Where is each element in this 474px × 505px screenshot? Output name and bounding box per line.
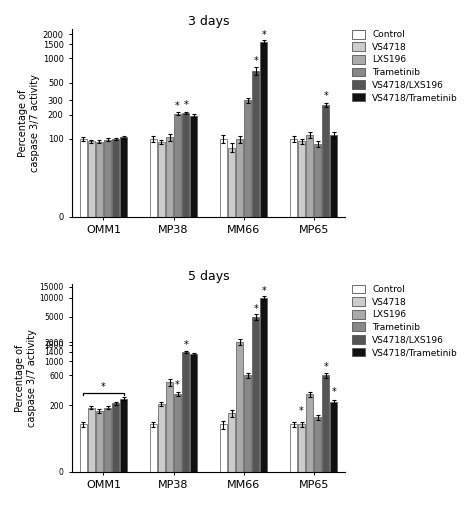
Bar — [158, 142, 165, 217]
Bar — [166, 137, 173, 217]
Bar — [158, 404, 165, 472]
Bar — [290, 139, 297, 217]
Bar — [298, 425, 305, 472]
Legend: Control, VS4718, LXS196, Trametinib, VS4718/LXS196, VS4718/Trametinib: Control, VS4718, LXS196, Trametinib, VS4… — [353, 30, 458, 102]
Bar — [252, 317, 259, 472]
Bar — [104, 408, 111, 472]
Bar — [166, 382, 173, 472]
Bar — [314, 417, 321, 472]
Legend: Control, VS4718, LXS196, Trametinib, VS4718/LXS196, VS4718/Trametinib: Control, VS4718, LXS196, Trametinib, VS4… — [353, 285, 458, 357]
Bar — [244, 100, 251, 217]
Text: *: * — [183, 99, 188, 110]
Bar — [182, 113, 189, 217]
Y-axis label: Percentage of
caspase 3/7 activity: Percentage of caspase 3/7 activity — [15, 329, 36, 427]
Bar — [220, 425, 227, 472]
Title: 5 days: 5 days — [188, 270, 229, 283]
Bar — [182, 352, 189, 472]
Bar — [306, 135, 313, 217]
Bar — [236, 342, 243, 472]
Text: *: * — [261, 286, 266, 295]
Bar — [244, 375, 251, 472]
Text: *: * — [253, 304, 258, 314]
Text: *: * — [331, 387, 336, 396]
Bar — [88, 408, 95, 472]
Bar — [298, 141, 305, 217]
Bar — [252, 71, 259, 217]
Text: *: * — [175, 100, 180, 111]
Bar — [88, 141, 95, 217]
Bar — [104, 139, 111, 217]
Bar — [322, 375, 329, 472]
Text: *: * — [101, 382, 106, 392]
Bar — [112, 403, 119, 472]
Bar — [306, 394, 313, 472]
Text: *: * — [261, 30, 266, 40]
Text: *: * — [183, 340, 188, 350]
Text: *: * — [323, 91, 328, 102]
Bar — [80, 139, 87, 217]
Y-axis label: Percentage of
caspase 3/7 activity: Percentage of caspase 3/7 activity — [18, 74, 40, 172]
Bar — [228, 413, 235, 472]
Bar — [96, 411, 103, 472]
Bar — [190, 116, 197, 217]
Bar — [322, 105, 329, 217]
Bar — [120, 137, 127, 217]
Bar — [174, 394, 181, 472]
Bar — [260, 42, 267, 217]
Bar — [228, 147, 235, 217]
Bar — [330, 402, 337, 472]
Text: *: * — [175, 380, 180, 390]
Bar — [314, 144, 321, 217]
Bar — [150, 425, 157, 472]
Text: *: * — [253, 57, 258, 67]
Bar — [112, 139, 119, 217]
Bar — [330, 135, 337, 217]
Title: 3 days: 3 days — [188, 15, 229, 28]
Bar — [120, 399, 127, 472]
Text: *: * — [299, 406, 304, 416]
Bar — [220, 139, 227, 217]
Bar — [260, 298, 267, 472]
Bar — [174, 114, 181, 217]
Bar — [80, 425, 87, 472]
Text: *: * — [323, 362, 328, 372]
Bar — [236, 139, 243, 217]
Bar — [190, 354, 197, 472]
Bar — [150, 139, 157, 217]
Bar — [290, 425, 297, 472]
Bar — [96, 142, 103, 217]
